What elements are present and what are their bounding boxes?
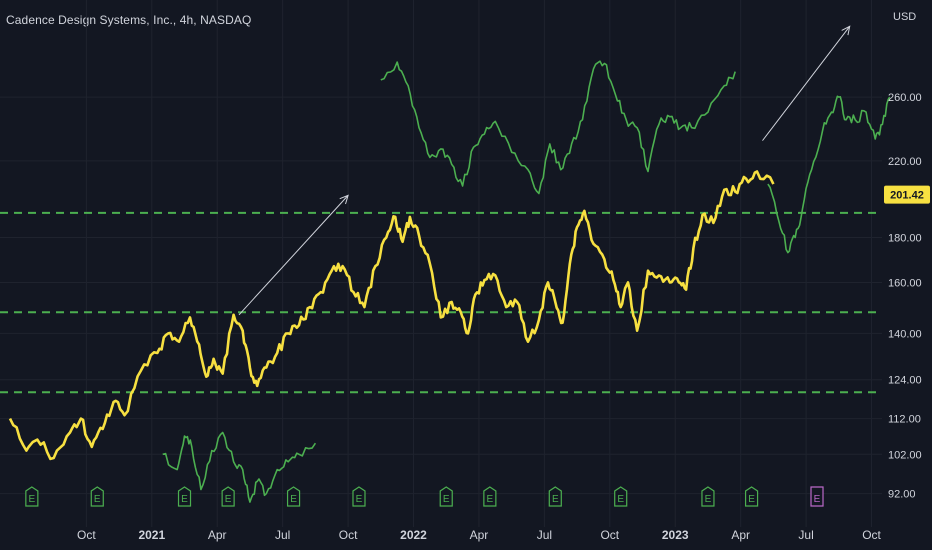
earnings-marker-label: E bbox=[748, 494, 755, 505]
x-tick-label: 2023 bbox=[662, 528, 689, 542]
earnings-marker[interactable]: E bbox=[439, 486, 453, 507]
earnings-marker-label: E bbox=[814, 494, 821, 505]
x-tick-label: 2021 bbox=[138, 528, 165, 542]
earnings-marker[interactable]: E bbox=[810, 486, 824, 507]
currency-label: USD bbox=[893, 11, 916, 23]
y-axis[interactable]: USD 92.00 102.00 112.00 124.00 140.00 160.00 18… bbox=[888, 11, 922, 501]
earnings-marker[interactable]: E bbox=[90, 486, 104, 507]
grid bbox=[0, 0, 882, 527]
x-tick-label: Oct bbox=[862, 528, 881, 542]
x-tick-label: Apr bbox=[208, 528, 227, 542]
y-tick-label: 92.00 bbox=[888, 489, 916, 501]
series-line-main bbox=[8, 170, 775, 461]
y-tick-label: 112.00 bbox=[888, 414, 921, 426]
y-tick-label: 140.00 bbox=[888, 328, 922, 340]
series-line-continuation bbox=[767, 95, 891, 254]
x-tick-label: Apr bbox=[470, 528, 489, 542]
trend-arrow-line bbox=[762, 26, 851, 141]
earnings-marker[interactable]: E bbox=[177, 486, 192, 507]
y-tick-label: 260.00 bbox=[888, 92, 922, 104]
y-tick-label: 220.00 bbox=[888, 156, 922, 168]
y-tick-label: 180.00 bbox=[888, 232, 922, 244]
x-tick-label: Apr bbox=[731, 528, 750, 542]
x-tick-label: Jul bbox=[798, 528, 813, 542]
earnings-marker[interactable]: E bbox=[352, 486, 366, 507]
series-line-overlay-projection bbox=[380, 60, 736, 195]
trend-arrow-line bbox=[238, 195, 349, 316]
earnings-marker-label: E bbox=[552, 494, 559, 505]
earnings-marker-label: E bbox=[617, 494, 624, 505]
earnings-marker[interactable]: E bbox=[286, 486, 301, 507]
earnings-marker-icon bbox=[177, 486, 192, 507]
last-price-box bbox=[884, 185, 930, 204]
earnings-marker-label: E bbox=[181, 494, 188, 505]
earnings-marker-label: E bbox=[225, 494, 232, 505]
chart-title: Cadence Design Systems, Inc., 4h, NASDAQ bbox=[6, 13, 252, 27]
earnings-marker-icon bbox=[744, 486, 759, 507]
earnings-marker-label: E bbox=[94, 494, 101, 505]
y-tick-label: 160.00 bbox=[888, 277, 922, 289]
earnings-marker-label: E bbox=[356, 494, 363, 505]
x-tick-label: Oct bbox=[600, 528, 619, 542]
earnings-marker[interactable]: E bbox=[483, 486, 497, 507]
x-tick-label: Jul bbox=[275, 528, 290, 542]
earnings-marker-icon bbox=[221, 486, 235, 507]
y-tick-label: 124.00 bbox=[888, 375, 922, 387]
earnings-marker-icon bbox=[352, 486, 366, 507]
y-tick-label: 102.00 bbox=[888, 449, 922, 461]
earnings-marker-label: E bbox=[705, 494, 712, 505]
earnings-marker[interactable]: E bbox=[614, 486, 628, 507]
earnings-marker-label: E bbox=[29, 494, 36, 505]
earnings-marker-icon bbox=[439, 486, 453, 507]
earnings-marker-label: E bbox=[290, 494, 297, 505]
earnings-marker[interactable]: E bbox=[221, 486, 235, 507]
x-tick-label: 2022 bbox=[400, 528, 427, 542]
earnings-marker-icon bbox=[90, 486, 104, 507]
earnings-marker-icon bbox=[548, 486, 562, 507]
earnings-marker-icon bbox=[614, 486, 628, 507]
earnings-marker-icon bbox=[810, 486, 824, 507]
series-lines bbox=[8, 60, 891, 503]
earnings-marker-icon bbox=[701, 486, 715, 507]
earnings-marker[interactable]: E bbox=[25, 486, 39, 507]
earnings-marker-icon bbox=[25, 486, 39, 507]
earnings-marker[interactable]: E bbox=[548, 486, 562, 507]
x-axis[interactable]: Oct 2021 Apr Jul Oct 2022 Apr Jul Oct 2023 Apr Jul O… bbox=[77, 528, 881, 542]
earnings-marker[interactable]: E bbox=[701, 486, 715, 507]
series-line-overlay-history bbox=[162, 431, 317, 503]
earnings-marker[interactable]: E bbox=[744, 486, 759, 507]
trend-arrow-head-icon bbox=[841, 25, 851, 36]
horizontal-levels bbox=[0, 211, 882, 394]
x-tick-label: Jul bbox=[537, 528, 552, 542]
last-price-tag: 201.42 bbox=[884, 185, 930, 204]
earnings-marker-label: E bbox=[487, 494, 494, 505]
x-tick-label: Oct bbox=[339, 528, 358, 542]
earnings-marker-label: E bbox=[443, 494, 450, 505]
x-tick-label: Oct bbox=[77, 528, 96, 542]
trend-arrows bbox=[238, 25, 851, 316]
earnings-marker-icon bbox=[286, 486, 301, 507]
last-price-label: 201.42 bbox=[890, 190, 924, 202]
trend-arrow-head-icon bbox=[339, 194, 349, 205]
earnings-marker-icon bbox=[483, 486, 497, 507]
